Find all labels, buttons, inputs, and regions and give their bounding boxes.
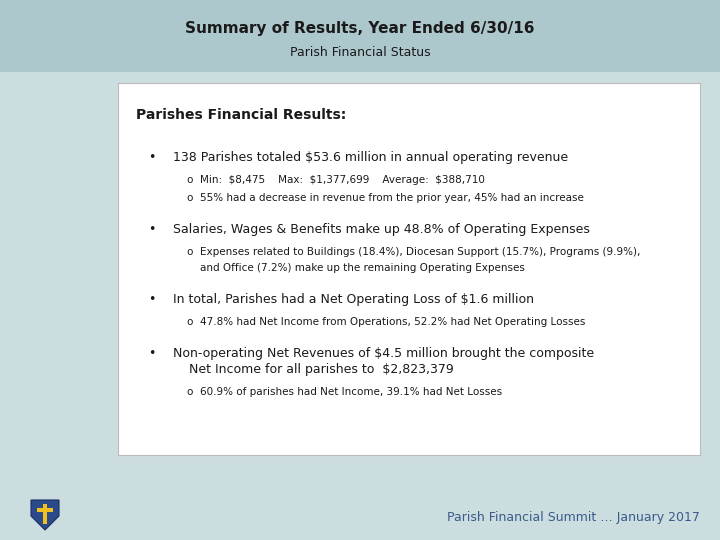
Text: Parish Financial Summit … January 2017: Parish Financial Summit … January 2017 (447, 511, 700, 524)
Text: o: o (186, 193, 192, 203)
Text: In total, Parishes had a Net Operating Loss of $1.6 million: In total, Parishes had a Net Operating L… (173, 294, 534, 307)
Text: •: • (148, 294, 156, 307)
Text: 60.9% of parishes had Net Income, 39.1% had Net Losses: 60.9% of parishes had Net Income, 39.1% … (200, 387, 502, 397)
Text: Net Income for all parishes to  $2,823,379: Net Income for all parishes to $2,823,37… (189, 363, 454, 376)
Text: o: o (186, 317, 192, 327)
Text: o: o (186, 247, 192, 257)
Text: Salaries, Wages & Benefits make up 48.8% of Operating Expenses: Salaries, Wages & Benefits make up 48.8%… (173, 224, 590, 237)
Text: Summary of Results, Year Ended 6/30/16: Summary of Results, Year Ended 6/30/16 (185, 21, 535, 36)
Bar (43, 504, 47, 524)
Text: Parishes Financial Results:: Parishes Financial Results: (136, 108, 346, 122)
Text: and Office (7.2%) make up the remaining Operating Expenses: and Office (7.2%) make up the remaining … (200, 263, 525, 273)
Text: •: • (148, 152, 156, 165)
Text: Expenses related to Buildings (18.4%), Diocesan Support (15.7%), Programs (9.9%): Expenses related to Buildings (18.4%), D… (200, 247, 640, 257)
Text: o: o (186, 387, 192, 397)
Text: o: o (186, 175, 192, 185)
Text: 138 Parishes totaled $53.6 million in annual operating revenue: 138 Parishes totaled $53.6 million in an… (173, 152, 568, 165)
Bar (0, 0, 720, 72)
Text: Min:  $8,475    Max:  $1,377,699    Average:  $388,710: Min: $8,475 Max: $1,377,699 Average: $38… (200, 175, 485, 185)
Text: 55% had a decrease in revenue from the prior year, 45% had an increase: 55% had a decrease in revenue from the p… (200, 193, 584, 203)
Bar (37, 508, 53, 512)
Text: Parish Financial Status: Parish Financial Status (289, 45, 431, 58)
Text: •: • (148, 224, 156, 237)
Text: 47.8% had Net Income from Operations, 52.2% had Net Operating Losses: 47.8% had Net Income from Operations, 52… (200, 317, 585, 327)
Polygon shape (31, 500, 59, 530)
Text: •: • (148, 348, 156, 361)
Bar (118, 83, 700, 455)
Text: Non-operating Net Revenues of $4.5 million brought the composite: Non-operating Net Revenues of $4.5 milli… (173, 348, 594, 361)
